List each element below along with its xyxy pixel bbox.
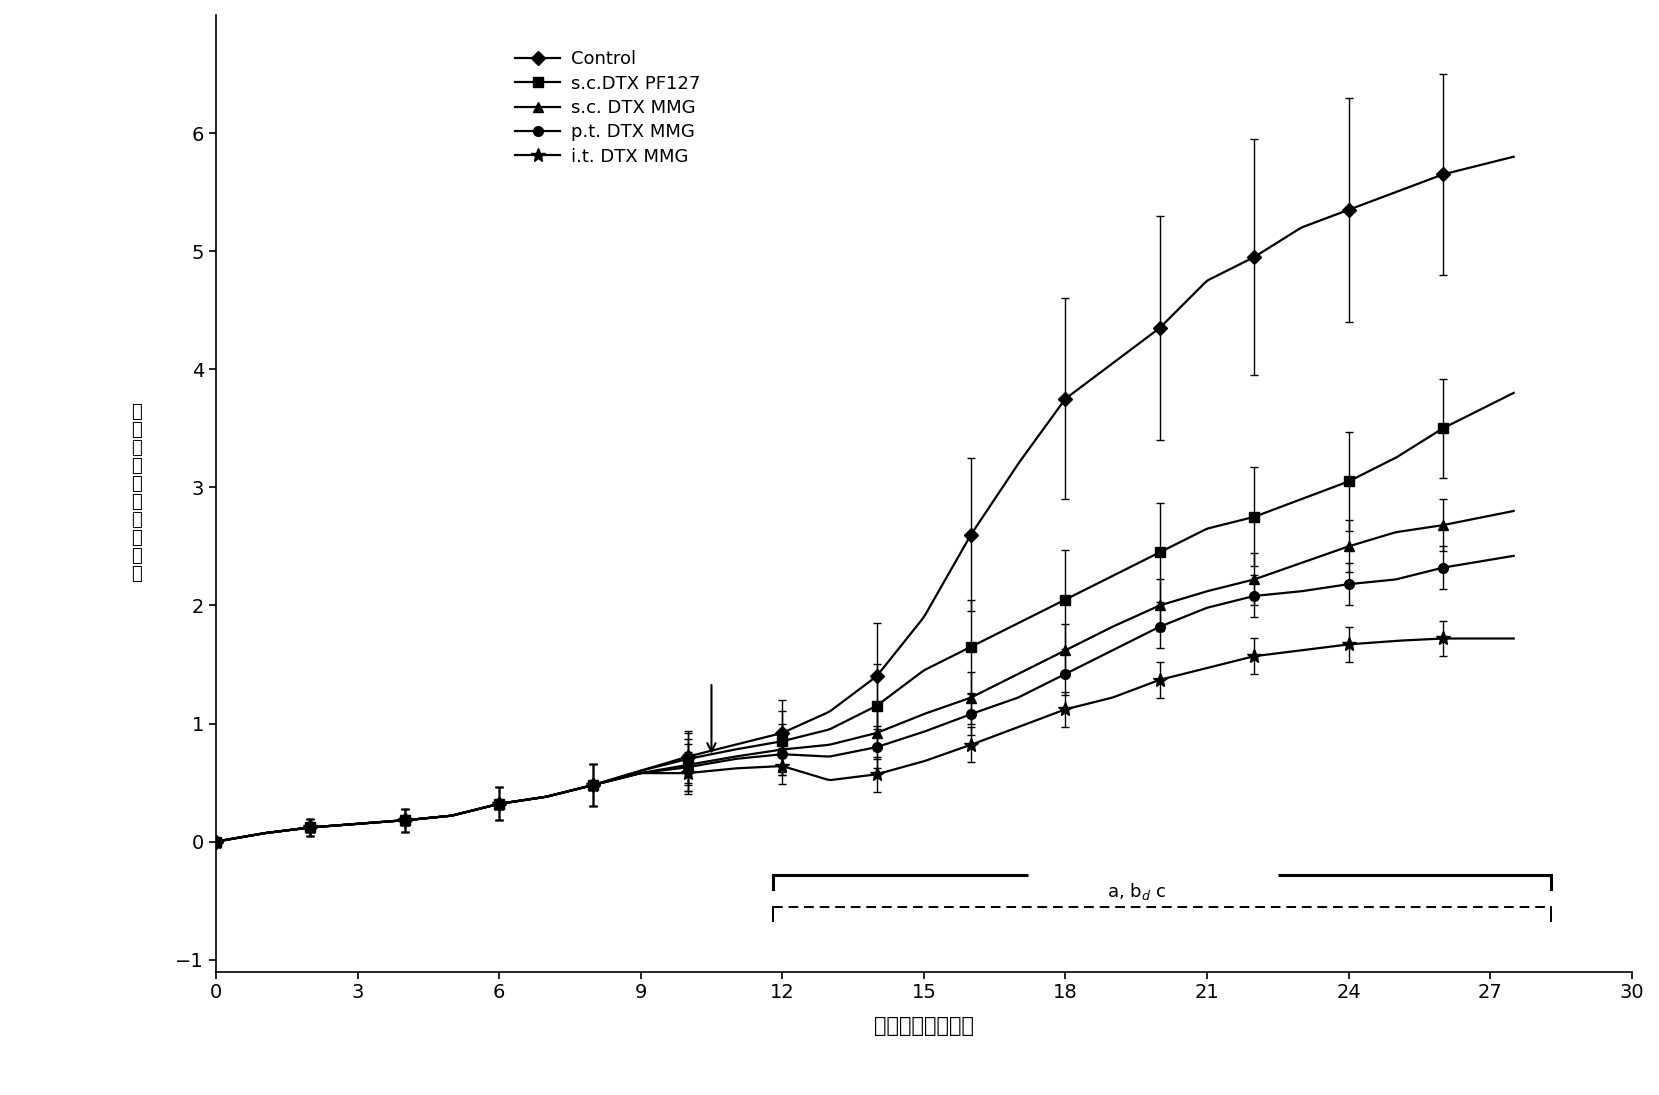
Y-axis label: 瘤
的
体
积
（
立
方
厘
米
）: 瘤 的 体 积 （ 立 方 厘 米 ） (131, 403, 143, 584)
X-axis label: 接种时间（天数）: 接种时间（天数） (874, 1016, 974, 1036)
Legend: Control, s.c.DTX PF127, s.c. DTX MMG, p.t. DTX MMG, i.t. DTX MMG: Control, s.c.DTX PF127, s.c. DTX MMG, p.… (508, 43, 708, 173)
Text: a, b$_d$ c: a, b$_d$ c (1107, 880, 1166, 901)
